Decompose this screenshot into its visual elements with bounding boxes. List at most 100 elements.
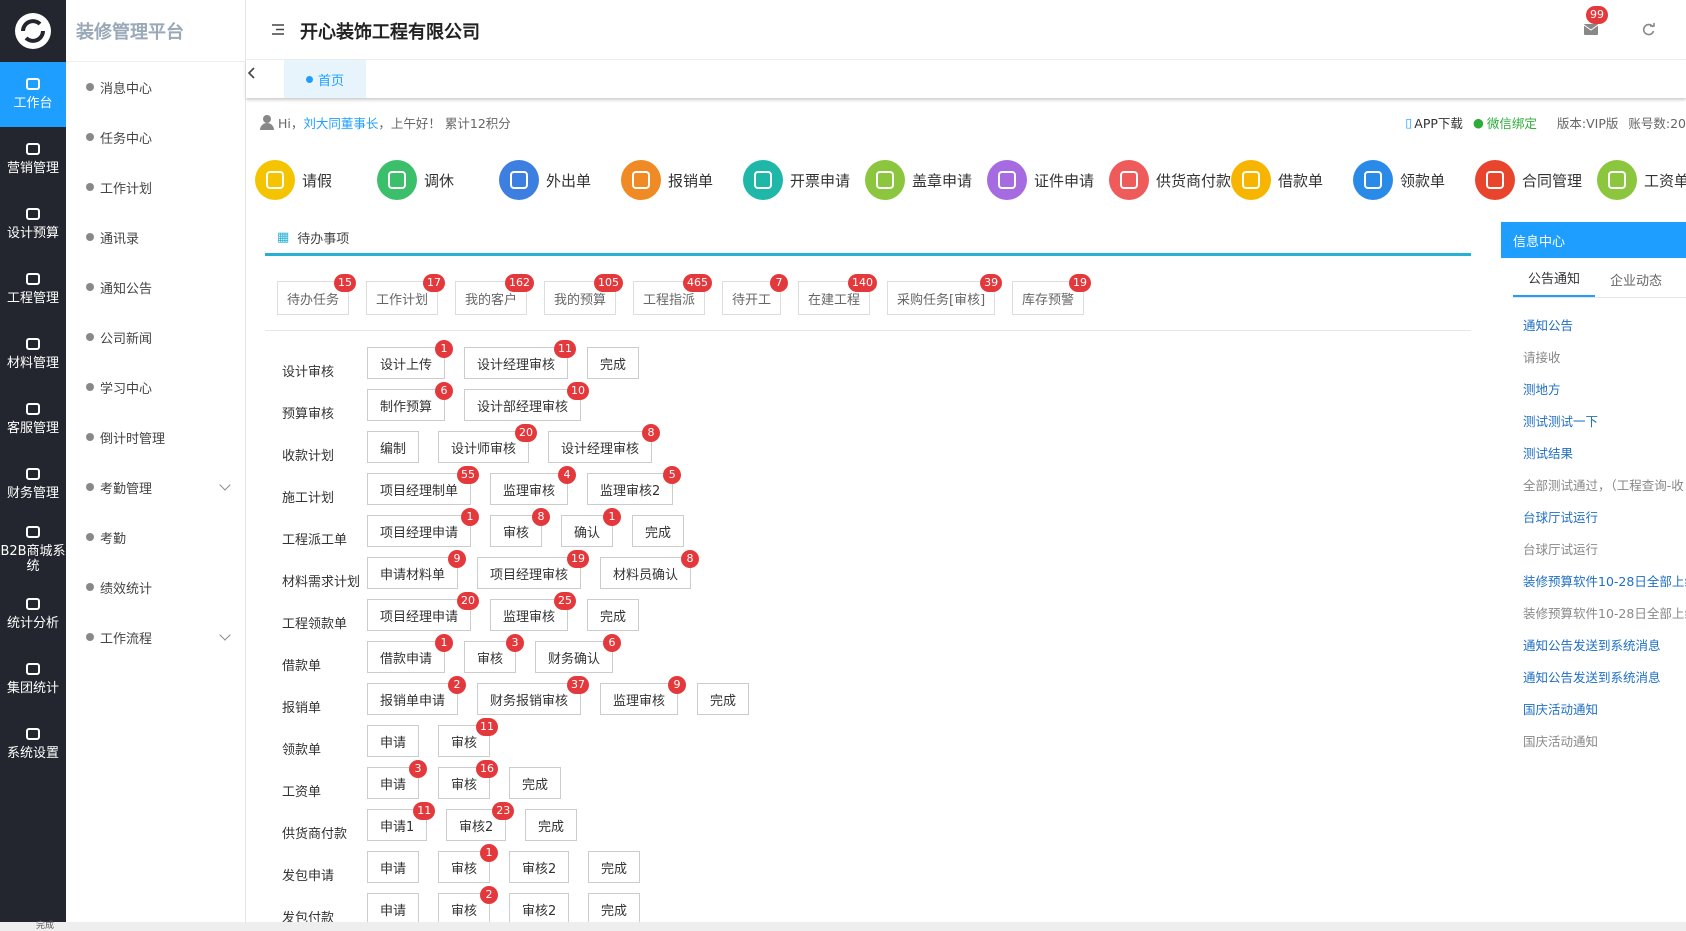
todo-tab[interactable]: 采购任务[审核] 39 xyxy=(887,274,1003,315)
quick-app[interactable]: 盖章申请 xyxy=(865,160,972,200)
info-item[interactable]: 测试结果 xyxy=(1523,446,1574,461)
workflow-step[interactable]: 审核2 23 xyxy=(446,802,515,841)
workflow-step[interactable]: 审核 8 xyxy=(490,508,551,547)
mail-icon[interactable] xyxy=(1584,24,1598,35)
wechat-bind[interactable]: 微信绑定 xyxy=(1486,115,1537,131)
workflow-step[interactable]: 项目经理申请 1 xyxy=(367,508,480,547)
sidebar-item[interactable]: 工作台 xyxy=(0,62,66,127)
workflow-step[interactable]: 审核 11 xyxy=(438,718,499,757)
submenu-item[interactable]: 学习中心 xyxy=(66,362,245,412)
info-item[interactable]: 请接收 xyxy=(1523,350,1561,365)
sidebar-item[interactable]: 材料管理 xyxy=(0,322,66,387)
todo-tab[interactable]: 待办任务 15 xyxy=(277,274,357,315)
quick-app[interactable]: 报销单 xyxy=(621,160,713,200)
info-item[interactable]: 国庆活动通知 xyxy=(1523,702,1599,717)
todo-tab[interactable]: 工程指派 465 xyxy=(633,274,713,315)
workflow-step[interactable]: 完成 xyxy=(632,515,685,547)
workflow-step[interactable]: 报销单申请 2 xyxy=(367,676,467,715)
submenu-item[interactable]: 考勤管理 xyxy=(66,462,245,512)
info-item[interactable]: 通知公告发送到系统消息 xyxy=(1523,670,1661,685)
workflow-step[interactable]: 项目经理制单 55 xyxy=(367,466,480,505)
workflow-step[interactable]: 完成 xyxy=(509,767,562,799)
workflow-step[interactable]: 申请 3 xyxy=(367,760,428,799)
todo-tab[interactable]: 库存预警 19 xyxy=(1012,274,1092,315)
sidebar-item[interactable]: 财务管理 xyxy=(0,452,66,517)
info-item[interactable]: 全部测试通过，（工程查询-收 xyxy=(1523,478,1684,493)
quick-app[interactable]: 外出单 xyxy=(499,160,591,200)
todo-tab[interactable]: 在建工程 140 xyxy=(798,274,878,315)
submenu-item[interactable]: 工作流程 xyxy=(66,612,245,662)
workflow-step[interactable]: 监理审核 9 xyxy=(600,676,687,715)
workflow-step[interactable]: 财务确认 6 xyxy=(535,634,622,673)
info-tab[interactable]: 企业动态 xyxy=(1610,274,1663,289)
workflow-step[interactable]: 完成 xyxy=(588,851,641,883)
info-item[interactable]: 测试测试一下 xyxy=(1523,414,1599,429)
info-item[interactable]: 台球厅试运行 xyxy=(1523,510,1599,525)
info-item[interactable]: 装修预算软件10-28日全部上线 xyxy=(1523,574,1686,589)
todo-tab[interactable]: 工作计划 17 xyxy=(366,274,446,315)
workflow-step[interactable]: 审核 16 xyxy=(438,760,499,799)
workflow-step[interactable]: 申请 xyxy=(367,893,420,925)
quick-app[interactable]: 供货商付款 xyxy=(1109,160,1231,200)
submenu-item[interactable]: 倒计时管理 xyxy=(66,412,245,462)
submenu-item[interactable]: 绩效统计 xyxy=(66,562,245,612)
sidebar-item[interactable]: 设计预算 xyxy=(0,192,66,257)
workflow-step[interactable]: 项目经理申请 20 xyxy=(367,592,480,631)
submenu-item[interactable]: 通知公告 xyxy=(66,262,245,312)
quick-app[interactable]: 证件申请 xyxy=(987,160,1094,200)
submenu-item[interactable]: 工作计划 xyxy=(66,162,245,212)
workflow-step[interactable]: 审核 3 xyxy=(464,634,525,673)
workflow-step[interactable]: 材料员确认 8 xyxy=(600,550,700,589)
workflow-step[interactable]: 项目经理审核 19 xyxy=(477,550,590,589)
tab[interactable]: 首页 xyxy=(284,60,367,98)
workflow-step[interactable]: 设计上传 1 xyxy=(367,340,454,379)
workflow-step[interactable]: 完成 xyxy=(525,809,578,841)
workflow-step[interactable]: 监理审核 4 xyxy=(490,466,577,505)
workflow-step[interactable]: 申请 xyxy=(367,725,420,757)
sidebar-item[interactable]: B2B商城系统 xyxy=(0,517,66,582)
sidebar-item[interactable]: 统计分析 xyxy=(0,582,66,647)
sidebar-item[interactable]: 工程管理 xyxy=(0,257,66,322)
todo-tab[interactable]: 我的预算 105 xyxy=(544,274,624,315)
submenu-item[interactable]: 考勤 xyxy=(66,512,245,562)
workflow-step[interactable]: 编制 xyxy=(367,431,420,463)
workflow-step[interactable]: 完成 xyxy=(587,599,640,631)
info-item[interactable]: 通知公告发送到系统消息 xyxy=(1523,638,1661,653)
quick-app[interactable]: 开票申请 xyxy=(743,160,850,200)
info-item[interactable]: 装修预算软件10-28日全部上线 xyxy=(1523,606,1686,621)
info-item[interactable]: 测地方 xyxy=(1523,382,1561,397)
info-item[interactable]: 国庆活动通知 xyxy=(1523,734,1599,749)
quick-app[interactable]: 请假 xyxy=(255,160,332,200)
quick-app[interactable]: 合同管理 xyxy=(1475,160,1582,200)
workflow-step[interactable]: 借款申请 1 xyxy=(367,634,454,673)
sidebar-item[interactable]: 集团统计 xyxy=(0,647,66,712)
quick-app[interactable]: 调休 xyxy=(377,160,454,200)
tab-back[interactable] xyxy=(246,66,258,80)
workflow-step[interactable]: 申请 xyxy=(367,851,420,883)
submenu-item[interactable]: 任务中心 xyxy=(66,112,245,162)
todo-tab[interactable]: 待开工 7 xyxy=(722,274,789,315)
workflow-step[interactable]: 确认 1 xyxy=(561,508,622,547)
workflow-step[interactable]: 申请1 11 xyxy=(367,802,436,841)
quick-app[interactable]: 借款单 xyxy=(1231,160,1323,200)
workflow-step[interactable]: 设计经理审核 11 xyxy=(464,340,577,379)
workflow-step[interactable]: 审核2 xyxy=(509,893,570,925)
quick-app[interactable]: 工资单 xyxy=(1597,160,1686,200)
app-download[interactable]: APP下载 xyxy=(1414,115,1463,131)
menu-icon[interactable] xyxy=(272,24,284,35)
submenu-item[interactable]: 通讯录 xyxy=(66,212,245,262)
workflow-step[interactable]: 财务报销审核 37 xyxy=(477,676,590,715)
submenu-item[interactable]: 公司新闻 xyxy=(66,312,245,362)
submenu-item[interactable]: 消息中心 xyxy=(66,62,245,112)
user-name[interactable]: 刘大同董事长 xyxy=(303,115,379,131)
info-tab[interactable]: 公告通知 xyxy=(1513,268,1596,297)
workflow-step[interactable]: 制作预算 6 xyxy=(367,382,454,421)
workflow-step[interactable]: 设计师审核 20 xyxy=(438,424,538,463)
sidebar-item[interactable]: 系统设置 xyxy=(0,712,66,777)
quick-app[interactable]: 领款单 xyxy=(1353,160,1445,200)
info-item[interactable]: 通知公告 xyxy=(1523,318,1574,333)
workflow-step[interactable]: 完成 xyxy=(587,347,640,379)
